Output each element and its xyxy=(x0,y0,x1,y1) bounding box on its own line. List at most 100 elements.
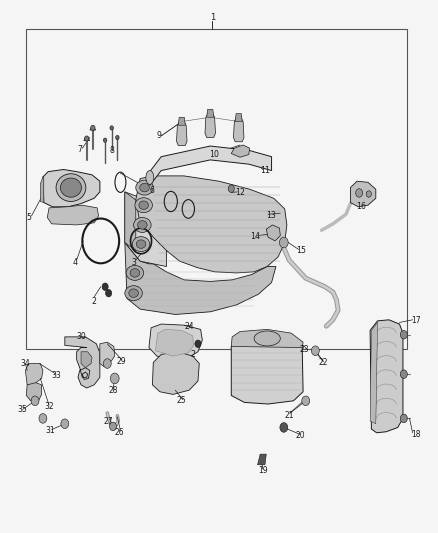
Ellipse shape xyxy=(139,201,148,209)
Circle shape xyxy=(39,414,47,423)
Circle shape xyxy=(110,126,113,130)
Polygon shape xyxy=(178,117,185,125)
Polygon shape xyxy=(231,329,303,348)
Circle shape xyxy=(195,340,201,348)
Text: 28: 28 xyxy=(108,386,118,394)
Polygon shape xyxy=(370,322,378,424)
Polygon shape xyxy=(100,342,115,367)
Circle shape xyxy=(31,396,39,406)
Ellipse shape xyxy=(129,289,138,297)
Text: 22: 22 xyxy=(318,358,328,367)
Ellipse shape xyxy=(125,286,142,301)
Polygon shape xyxy=(235,114,242,122)
Circle shape xyxy=(116,135,119,140)
Text: 3: 3 xyxy=(131,258,136,266)
Text: 34: 34 xyxy=(21,359,30,368)
Text: 33: 33 xyxy=(51,372,61,380)
Text: 9: 9 xyxy=(156,132,161,140)
Ellipse shape xyxy=(134,217,151,232)
Text: 1: 1 xyxy=(210,13,215,21)
Polygon shape xyxy=(84,136,90,141)
Circle shape xyxy=(311,346,319,356)
Ellipse shape xyxy=(146,171,154,184)
Polygon shape xyxy=(155,329,194,356)
Text: 7: 7 xyxy=(78,145,83,154)
Circle shape xyxy=(106,289,112,297)
Circle shape xyxy=(400,330,407,339)
Text: 30: 30 xyxy=(76,333,86,341)
Circle shape xyxy=(85,136,89,141)
Text: 14: 14 xyxy=(250,232,260,241)
Text: 35: 35 xyxy=(17,405,27,414)
Text: 4: 4 xyxy=(73,258,78,266)
Polygon shape xyxy=(125,192,166,266)
Polygon shape xyxy=(149,324,202,360)
Polygon shape xyxy=(231,145,250,157)
Polygon shape xyxy=(150,146,272,185)
Text: 19: 19 xyxy=(258,466,268,474)
Text: 15: 15 xyxy=(297,246,306,255)
Text: 32: 32 xyxy=(44,402,54,410)
Polygon shape xyxy=(266,225,280,241)
Polygon shape xyxy=(25,364,43,386)
Text: 2: 2 xyxy=(92,297,97,305)
Polygon shape xyxy=(90,126,96,130)
Polygon shape xyxy=(81,352,92,368)
Bar xyxy=(26,29,407,349)
Circle shape xyxy=(103,359,111,368)
Polygon shape xyxy=(370,320,403,433)
Ellipse shape xyxy=(138,221,147,229)
Text: 6: 6 xyxy=(150,187,155,195)
Circle shape xyxy=(400,414,407,423)
Polygon shape xyxy=(136,176,287,273)
Text: 11: 11 xyxy=(260,166,270,175)
Ellipse shape xyxy=(136,240,146,248)
Circle shape xyxy=(91,125,95,131)
Ellipse shape xyxy=(126,265,144,280)
Circle shape xyxy=(110,373,119,384)
Ellipse shape xyxy=(60,178,81,197)
Ellipse shape xyxy=(254,331,280,346)
Ellipse shape xyxy=(136,180,153,195)
Ellipse shape xyxy=(130,269,140,277)
Circle shape xyxy=(179,118,184,124)
Text: 2: 2 xyxy=(190,350,195,359)
Polygon shape xyxy=(40,177,44,203)
Ellipse shape xyxy=(140,183,149,192)
Polygon shape xyxy=(207,109,214,117)
Polygon shape xyxy=(26,383,42,401)
Text: 31: 31 xyxy=(46,426,55,435)
Polygon shape xyxy=(125,243,276,314)
Text: 5: 5 xyxy=(26,213,31,222)
Text: 24: 24 xyxy=(184,322,194,330)
Circle shape xyxy=(302,396,310,406)
Ellipse shape xyxy=(135,198,152,213)
Text: 21: 21 xyxy=(284,411,294,420)
Ellipse shape xyxy=(132,237,150,252)
Text: 12: 12 xyxy=(235,189,245,197)
Circle shape xyxy=(61,419,69,429)
Text: 8: 8 xyxy=(109,146,114,155)
Circle shape xyxy=(279,237,288,248)
Circle shape xyxy=(280,423,288,432)
Circle shape xyxy=(366,191,371,197)
Text: 29: 29 xyxy=(117,357,127,366)
Circle shape xyxy=(110,422,117,431)
Polygon shape xyxy=(65,337,100,388)
Polygon shape xyxy=(43,169,100,207)
Polygon shape xyxy=(47,205,99,225)
Text: 26: 26 xyxy=(114,429,124,437)
Polygon shape xyxy=(233,117,244,142)
Circle shape xyxy=(356,189,363,197)
Circle shape xyxy=(208,110,213,116)
Polygon shape xyxy=(231,335,303,404)
Polygon shape xyxy=(177,121,187,146)
Text: 27: 27 xyxy=(104,417,113,425)
Text: 10: 10 xyxy=(209,150,219,159)
Ellipse shape xyxy=(56,174,86,201)
Circle shape xyxy=(103,138,107,142)
Text: 20: 20 xyxy=(295,432,305,440)
Text: 16: 16 xyxy=(357,203,366,211)
Text: 25: 25 xyxy=(177,397,187,405)
Polygon shape xyxy=(152,352,199,394)
